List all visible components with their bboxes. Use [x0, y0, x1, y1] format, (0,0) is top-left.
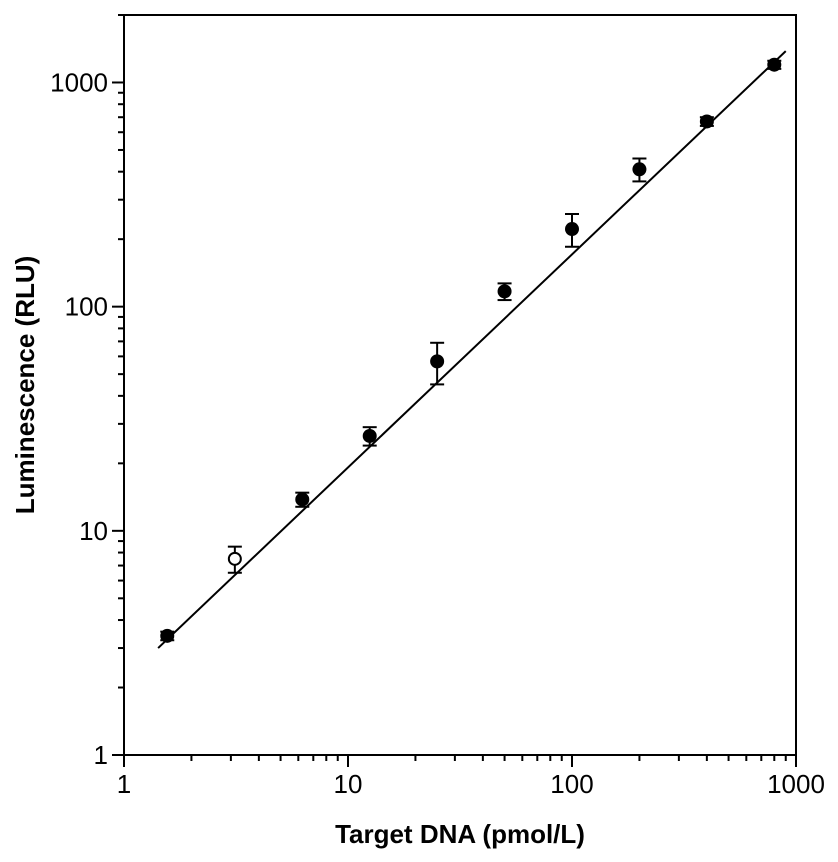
data-point [295, 492, 310, 507]
y-tick-label: 100 [65, 292, 108, 322]
data-points [160, 57, 782, 643]
data-point [699, 114, 714, 129]
data-point [767, 57, 782, 72]
y-tick-label: 1 [94, 740, 108, 770]
data-point [160, 628, 175, 643]
axis-ticks [112, 14, 797, 767]
y-tick-label: 1000 [50, 67, 108, 97]
x-axis-title: Target DNA (pmol/L) [335, 819, 585, 849]
plot-frame [123, 14, 797, 756]
x-tick-label: 1000 [767, 769, 825, 799]
x-tick-label: 1 [117, 769, 131, 799]
data-point [565, 222, 579, 237]
data-point [362, 428, 377, 443]
data-point [632, 162, 647, 177]
data-point [497, 284, 512, 299]
x-tick-label: 100 [550, 769, 593, 799]
y-axis-title: Luminescence (RLU) [10, 256, 40, 515]
y-tick-label: 10 [79, 516, 108, 546]
x-tick-label: 10 [334, 769, 363, 799]
fit-line [157, 50, 787, 649]
open-data-point [227, 551, 242, 566]
axis-tick-labels: 1 10 100 1000 1 10 100 1000 [50, 67, 825, 799]
fit-lines [157, 50, 787, 649]
data-point [430, 354, 445, 369]
